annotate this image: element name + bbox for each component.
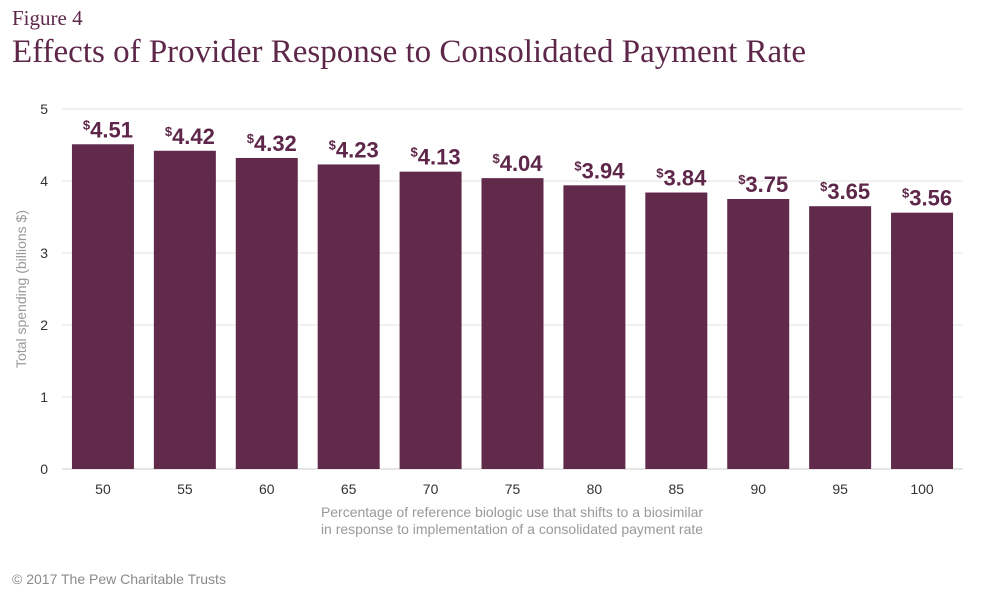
bar (399, 171, 462, 469)
data-label: $3.75 (738, 172, 788, 197)
x-tick-label: 75 (505, 481, 521, 497)
data-label: $4.23 (329, 137, 379, 162)
y-tick-label: 4 (40, 173, 48, 189)
x-tick-label: 80 (587, 481, 603, 497)
data-label: $4.32 (247, 131, 297, 156)
y-tick-label: 1 (40, 389, 48, 405)
x-tick-label: 50 (95, 481, 111, 497)
bar (153, 150, 216, 469)
bar (809, 206, 872, 469)
bar (891, 212, 954, 469)
bar (71, 144, 134, 469)
x-tick-label: 55 (177, 481, 193, 497)
y-tick-label: 0 (40, 461, 48, 477)
bar (235, 157, 298, 469)
data-label: $3.94 (574, 158, 625, 183)
x-tick-label: 65 (341, 481, 357, 497)
bar (481, 178, 544, 469)
y-tick-label: 2 (40, 317, 48, 333)
x-tick-label: 90 (750, 481, 766, 497)
bar (317, 164, 380, 469)
chart-title: Effects of Provider Response to Consolid… (12, 34, 806, 70)
data-label: $4.13 (411, 145, 461, 170)
figure-label: Figure 4 (12, 6, 83, 30)
data-label: $4.04 (492, 151, 543, 176)
x-axis-label: in response to implementation of a conso… (321, 521, 703, 537)
y-axis-label: Total spending (billions $) (13, 210, 29, 368)
x-tick-label: 70 (423, 481, 439, 497)
x-tick-label: 95 (832, 481, 848, 497)
data-label: $3.84 (656, 166, 707, 191)
x-tick-label: 100 (910, 481, 934, 497)
data-label: $4.51 (83, 117, 133, 142)
x-axis-label: Percentage of reference biologic use tha… (321, 504, 703, 520)
bar (563, 185, 626, 469)
data-label: $3.65 (820, 179, 870, 204)
y-tick-label: 5 (40, 101, 48, 117)
x-tick-label: 85 (669, 481, 685, 497)
data-label: $3.56 (902, 186, 952, 211)
x-tick-label: 60 (259, 481, 275, 497)
y-tick-label: 3 (40, 245, 48, 261)
bar (645, 192, 708, 469)
data-label: $4.42 (165, 124, 215, 149)
bar (727, 199, 790, 469)
copyright-credit: © 2017 The Pew Charitable Trusts (12, 571, 226, 587)
